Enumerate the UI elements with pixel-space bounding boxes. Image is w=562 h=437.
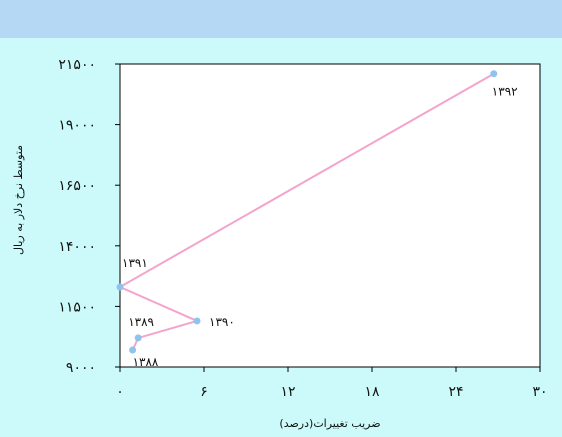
series-group: ۱۳۸۸ ۱۳۸۹ ۱۳۹۰ ۱۳۹۱ ۱۳۹۲ (116, 70, 518, 369)
x-tick-label: ۱۸ (364, 384, 380, 400)
x-axis: ۰ ۶ ۱۲ ۱۸ ۲۴ ۳۰ (116, 367, 548, 400)
data-point (193, 317, 201, 325)
data-point (116, 283, 124, 291)
y-tick-label: ۱۴۰۰۰ (58, 239, 96, 255)
data-point-label: ۱۳۹۱ (122, 256, 148, 270)
data-point (129, 346, 137, 354)
y-tick-label: ۲۱۵۰۰ (58, 57, 96, 73)
y-axis-title: متوسط نرخ دلار به ریال (12, 145, 25, 255)
x-tick-label: ۶ (200, 384, 208, 400)
data-point-label: ۱۳۸۸ (133, 355, 159, 369)
data-point-label: ۱۳۸۹ (128, 315, 154, 329)
data-point (490, 70, 498, 78)
data-point-label: ۱۳۹۰ (209, 315, 235, 329)
x-tick-label: ۳۰ (532, 384, 547, 400)
y-axis: ۹۰۰۰ ۱۱۵۰۰ ۱۴۰۰۰ ۱۶۵۰۰ ۱۹۰۰۰ ۲۱۵۰۰ (58, 57, 120, 376)
x-axis-title: ضریب تغییرات(درصد) (279, 417, 380, 430)
plot-area (119, 63, 541, 368)
header-bar (0, 0, 562, 38)
y-tick-label: ۱۹۰۰۰ (58, 118, 96, 134)
data-point (134, 334, 142, 342)
x-tick-label: ۲۴ (448, 384, 463, 400)
x-tick-label: ۰ (116, 384, 124, 400)
y-tick-label: ۱۶۵۰۰ (58, 178, 96, 194)
y-tick-label: ۱۱۵۰۰ (58, 299, 96, 315)
y-tick-label: ۹۰۰۰ (66, 360, 96, 376)
data-point-label: ۱۳۹۲ (492, 85, 518, 99)
x-tick-label: ۱۲ (280, 384, 295, 400)
